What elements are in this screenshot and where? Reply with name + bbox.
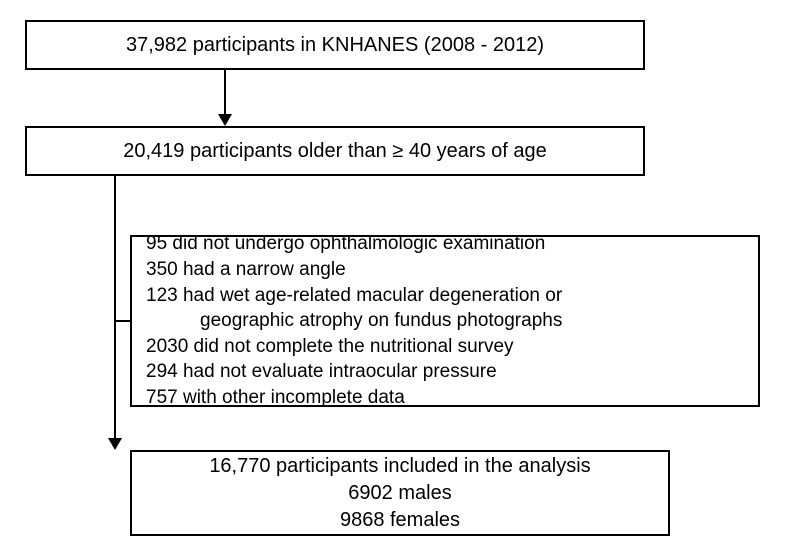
node-text: 37,982 participants in KNHANES (2008 - 2… (126, 32, 544, 59)
node-initial-cohort: 37,982 participants in KNHANES (2008 - 2… (25, 20, 645, 70)
exclusion-line: 350 had a narrow angle (146, 257, 744, 283)
arrow-branch-stub (115, 320, 130, 330)
node-exclusions: 95 did not undergo ophthalmologic examin… (130, 235, 760, 407)
node-final-cohort: 16,770 participants included in the anal… (130, 450, 670, 536)
exclusion-line: 2030 did not complete the nutritional su… (146, 334, 744, 360)
exclusion-line: 294 had not evaluate intraocular pressur… (146, 359, 744, 385)
arrow-1 (225, 70, 245, 126)
final-line: 16,770 participants included in the anal… (209, 453, 590, 480)
exclusion-line: 123 had wet age-related macular degenera… (146, 283, 744, 309)
exclusion-line: 757 with other incomplete data (146, 385, 744, 411)
exclusion-line: 95 did not undergo ophthalmologic examin… (146, 231, 744, 257)
node-age-filter: 20,419 participants older than ≥ 40 year… (25, 126, 645, 176)
final-line: 9868 females (340, 507, 460, 534)
exclusion-line: geographic atrophy on fundus photographs (146, 308, 744, 334)
node-text: 20,419 participants older than ≥ 40 year… (123, 138, 546, 165)
flowchart-canvas: 37,982 participants in KNHANES (2008 - 2… (0, 0, 792, 556)
final-line: 6902 males (348, 480, 451, 507)
